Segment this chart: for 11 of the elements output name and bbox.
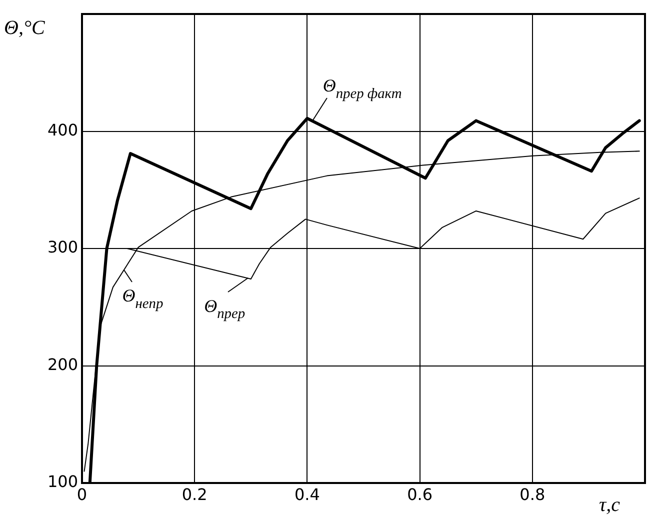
y-tick-label: 100 xyxy=(47,472,78,492)
x-tick-label: 0.6 xyxy=(407,484,433,504)
x-axis-title: τ,c xyxy=(599,494,620,516)
y-axis-title: Θ,°C xyxy=(4,17,46,39)
y-tick-label: 300 xyxy=(47,238,78,257)
x-tick-label: 0.8 xyxy=(520,484,546,504)
x-tick-label: 0 xyxy=(76,484,88,504)
x-tick-label: 0.2 xyxy=(182,484,208,504)
y-tick-label: 200 xyxy=(47,354,78,374)
y-tick-label: 400 xyxy=(47,120,78,140)
x-tick-label: 0.4 xyxy=(294,484,320,504)
